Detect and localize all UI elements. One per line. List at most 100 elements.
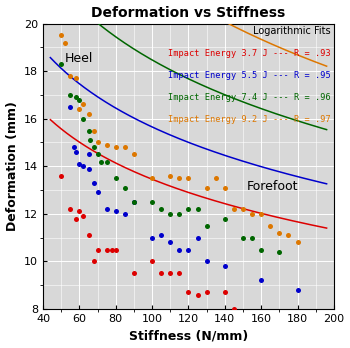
- Point: [77, 209, 82, 214]
- Point: [80, 102, 86, 107]
- Point: [62, 40, 68, 45]
- Point: [131, 152, 137, 157]
- Point: [113, 209, 119, 214]
- Point: [231, 306, 237, 312]
- Point: [58, 33, 64, 38]
- Point: [104, 206, 110, 212]
- Point: [195, 206, 201, 212]
- Point: [86, 128, 91, 133]
- Point: [68, 73, 73, 79]
- Point: [149, 199, 155, 205]
- Point: [186, 290, 191, 295]
- Point: [73, 216, 79, 221]
- Text: Impact Energy 7.4 J --- R = .96: Impact Energy 7.4 J --- R = .96: [168, 93, 331, 102]
- Point: [159, 270, 164, 276]
- Point: [149, 259, 155, 264]
- Point: [86, 166, 91, 172]
- Point: [204, 290, 209, 295]
- Point: [195, 292, 201, 298]
- Point: [95, 152, 100, 157]
- Point: [186, 175, 191, 181]
- Point: [91, 180, 97, 186]
- Text: Logarithmic Fits: Logarithmic Fits: [253, 26, 331, 36]
- Point: [68, 104, 73, 110]
- Point: [177, 175, 182, 181]
- Point: [80, 116, 86, 121]
- Point: [113, 144, 119, 150]
- Text: Impact Energy 5.5 J --- R = .95: Impact Energy 5.5 J --- R = .95: [168, 71, 331, 80]
- Point: [168, 211, 173, 217]
- Text: Impact Energy 3.7 J --- R = .93: Impact Energy 3.7 J --- R = .93: [168, 49, 331, 58]
- Point: [267, 223, 273, 229]
- Point: [177, 211, 182, 217]
- Point: [122, 185, 128, 190]
- Point: [86, 152, 91, 157]
- Point: [80, 164, 86, 169]
- Point: [91, 144, 97, 150]
- Point: [80, 213, 86, 219]
- Title: Deformation vs Stiffness: Deformation vs Stiffness: [91, 6, 286, 19]
- Point: [122, 144, 128, 150]
- Point: [231, 206, 237, 212]
- Point: [168, 240, 173, 245]
- Point: [295, 240, 300, 245]
- Point: [68, 206, 73, 212]
- Point: [113, 175, 119, 181]
- Point: [95, 140, 100, 145]
- Point: [73, 94, 79, 100]
- Point: [240, 235, 246, 240]
- Point: [91, 128, 97, 133]
- Point: [91, 259, 97, 264]
- Point: [131, 199, 137, 205]
- Point: [95, 247, 100, 252]
- X-axis label: Stiffness (N/mm): Stiffness (N/mm): [129, 330, 248, 342]
- Y-axis label: Deformation (mm): Deformation (mm): [6, 101, 19, 231]
- Point: [131, 270, 137, 276]
- Point: [104, 247, 110, 252]
- Point: [222, 290, 228, 295]
- Point: [159, 206, 164, 212]
- Point: [159, 232, 164, 238]
- Point: [77, 106, 82, 112]
- Point: [249, 211, 255, 217]
- Point: [109, 247, 115, 252]
- Point: [186, 206, 191, 212]
- Point: [77, 161, 82, 167]
- Point: [58, 173, 64, 179]
- Point: [204, 223, 209, 229]
- Point: [131, 199, 137, 205]
- Point: [258, 278, 264, 283]
- Point: [276, 230, 282, 236]
- Point: [204, 185, 209, 190]
- Point: [113, 247, 119, 252]
- Point: [68, 92, 73, 98]
- Point: [195, 235, 201, 240]
- Point: [168, 270, 173, 276]
- Point: [104, 142, 110, 148]
- Point: [104, 159, 110, 164]
- Point: [177, 247, 182, 252]
- Point: [86, 232, 91, 238]
- Point: [88, 137, 93, 143]
- Point: [73, 76, 79, 81]
- Point: [122, 211, 128, 217]
- Point: [73, 149, 79, 155]
- Point: [71, 144, 77, 150]
- Point: [149, 175, 155, 181]
- Point: [258, 247, 264, 252]
- Point: [240, 206, 246, 212]
- Point: [98, 159, 104, 164]
- Point: [149, 235, 155, 240]
- Point: [222, 185, 228, 190]
- Point: [222, 216, 228, 221]
- Point: [177, 270, 182, 276]
- Point: [222, 263, 228, 269]
- Point: [58, 61, 64, 67]
- Point: [213, 175, 218, 181]
- Text: Heel: Heel: [65, 52, 93, 65]
- Point: [86, 111, 91, 117]
- Point: [186, 247, 191, 252]
- Point: [295, 287, 300, 293]
- Point: [286, 232, 291, 238]
- Text: Forefoot: Forefoot: [247, 180, 298, 193]
